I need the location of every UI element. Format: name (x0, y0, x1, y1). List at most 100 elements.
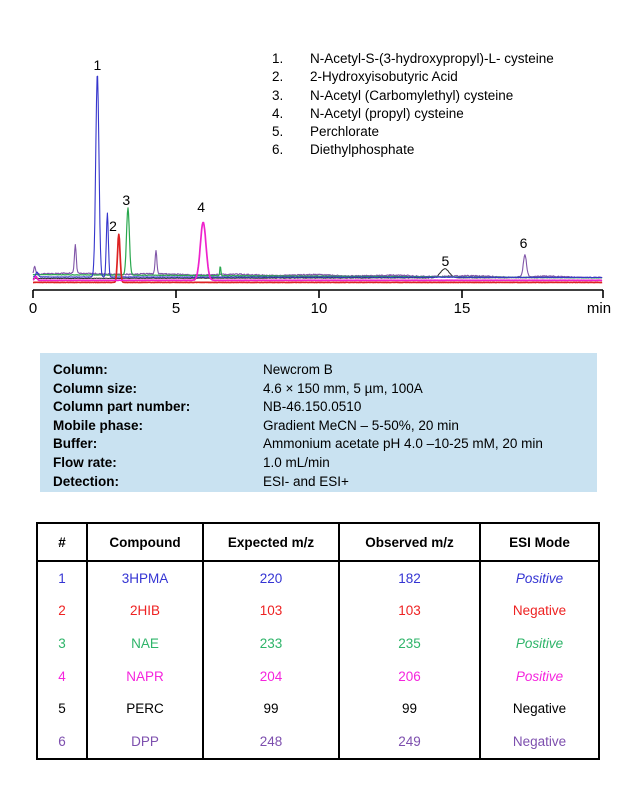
cell-peak-number: 2 (36, 594, 88, 628)
condition-row: Detection: ESI- and ESI+ (53, 473, 597, 492)
table-header-cell: ESI Mode (479, 522, 600, 562)
cell-compound: NAPR (86, 659, 204, 693)
condition-label: Buffer: (53, 436, 98, 452)
cell-observed-mz: 182 (338, 561, 481, 595)
peak-label-1: 1 (93, 57, 101, 73)
legend-item-name: Perchlorate (310, 124, 380, 140)
peak-label-6: 6 (520, 235, 528, 251)
table-row: 2 2HIB 103 103 Negative (36, 594, 600, 628)
cell-expected-mz: 204 (202, 659, 340, 693)
condition-value: 4.6 × 150 mm, 5 µm, 100A (263, 380, 423, 396)
table-row: 5 PERC 99 99 Negative (36, 692, 600, 725)
condition-value: Newcrom B (263, 362, 333, 377)
condition-label: Flow rate: (53, 454, 117, 470)
cell-compound: DPP (86, 724, 204, 760)
cell-expected-mz: 233 (202, 627, 340, 660)
condition-row: Column size: 4.6 × 150 mm, 5 µm, 100A (53, 380, 597, 399)
cell-compound: NAE (86, 627, 204, 660)
trace-3hpma (32, 75, 603, 279)
x-axis-unit-label: min (587, 300, 611, 317)
condition-row: Column: Newcrom B (53, 361, 597, 380)
cell-peak-number: 3 (36, 627, 88, 660)
cell-observed-mz: 206 (338, 659, 481, 693)
table-header-cell: Compound (86, 522, 204, 562)
x-axis-tick-label: 5 (172, 300, 180, 317)
cell-expected-mz: 248 (202, 724, 340, 760)
legend-item: 2. 2-Hydroxyisobutyric Acid (272, 68, 554, 86)
condition-value: ESI- and ESI+ (263, 473, 349, 489)
cell-observed-mz: 99 (338, 692, 481, 725)
legend-item-number: 2. (272, 69, 284, 85)
table-row: 1 3HPMA 220 182 Positive (36, 561, 600, 595)
conditions-box: Column: Newcrom B Column size: 4.6 × 150 mm… (40, 353, 597, 492)
legend-item-number: 1. (272, 51, 284, 66)
cell-observed-mz: 249 (338, 724, 481, 760)
cell-compound: PERC (86, 692, 204, 725)
legend-item-name: Diethylphosphate (310, 142, 415, 158)
condition-label: Column size: (53, 380, 138, 396)
cell-observed-mz: 235 (338, 627, 481, 660)
cell-peak-number: 6 (36, 724, 88, 760)
table-header-cell: Observed m/z (338, 522, 481, 562)
condition-label: Column part number: (53, 399, 191, 415)
table-row: 4 NAPR 204 206 Positive (36, 659, 600, 693)
condition-value: Ammonium acetate pH 4.0 –10-25 mM, 20 mi… (263, 436, 543, 452)
cell-esi-mode: Negative (479, 692, 600, 725)
condition-value: NB-46.150.0510 (263, 399, 362, 415)
condition-row: Mobile phase: Gradient MeCN – 5-50%, 20 m… (53, 417, 597, 436)
condition-label: Detection: (53, 473, 120, 489)
legend-item-name: 2-Hydroxyisobutyric Acid (310, 69, 458, 85)
x-axis-tick-label: 0 (29, 300, 37, 317)
legend-item: 4. N-Acetyl (propyl) cysteine (272, 105, 554, 123)
cell-compound: 2HIB (86, 594, 204, 628)
condition-row: Flow rate: 1.0 mL/min (53, 454, 597, 473)
peak-label-5: 5 (442, 253, 450, 269)
cell-esi-mode: Positive (479, 659, 600, 693)
peak-label-4: 4 (197, 199, 205, 215)
cell-peak-number: 4 (36, 659, 88, 693)
cell-expected-mz: 220 (202, 561, 340, 595)
peak-label-2: 2 (109, 218, 117, 234)
cell-peak-number: 5 (36, 692, 88, 725)
cell-compound: 3HPMA (86, 561, 204, 595)
cell-esi-mode: Positive (479, 561, 600, 595)
cell-esi-mode: Positive (479, 627, 600, 660)
cell-peak-number: 1 (36, 561, 88, 595)
table-header-cell: Expected m/z (202, 522, 340, 562)
condition-row: Column part number: NB-46.150.0510 (53, 398, 597, 417)
trace-2hib (32, 233, 603, 284)
cell-expected-mz: 99 (202, 692, 340, 725)
trace-napr (32, 221, 603, 282)
cell-observed-mz: 103 (338, 594, 481, 628)
table-row: 6 DPP 248 249 Negative (36, 724, 600, 760)
legend-item: 3. N-Acetyl (Carbomylethyl) cysteine (272, 87, 554, 105)
results-table: # Compound Expected m/z Observed m/z ESI Mod… (36, 522, 600, 760)
legend-item-number: 6. (272, 142, 284, 158)
legend-item-name: N-Acetyl (propyl) cysteine (310, 105, 464, 121)
legend-item: 6. Diethylphosphate (272, 141, 554, 159)
condition-row: Buffer: Ammonium acetate pH 4.0 –10-25 mM… (53, 435, 597, 454)
table-header-cell: # (36, 522, 88, 562)
legend-item-number: 3. (272, 87, 284, 103)
cell-esi-mode: Negative (479, 724, 600, 760)
legend-item-number: 4. (272, 105, 284, 121)
legend-item-name: N-Acetyl-S-(3-hydroxypropyl)-L- cysteine (310, 51, 554, 66)
x-axis-tick-label: 15 (454, 300, 471, 317)
legend-item: 1. N-Acetyl-S-(3-hydroxypropyl)-L- cystei… (272, 50, 554, 68)
condition-label: Column: (53, 362, 108, 377)
condition-value: Gradient MeCN – 5-50%, 20 min (263, 417, 459, 433)
cell-esi-mode: Negative (479, 594, 600, 628)
table-header-row: # Compound Expected m/z Observed m/z ESI Mod… (36, 522, 600, 562)
condition-label: Mobile phase: (53, 417, 144, 433)
condition-value: 1.0 mL/min (263, 454, 330, 470)
legend-item-number: 5. (272, 124, 284, 140)
legend-item: 5. Perchlorate (272, 123, 554, 141)
legend-item-name: N-Acetyl (Carbomylethyl) cysteine (310, 87, 514, 103)
table-row: 3 NAE 233 235 Positive (36, 627, 600, 660)
x-axis-tick-label: 10 (311, 300, 328, 317)
cell-expected-mz: 103 (202, 594, 340, 628)
peak-label-3: 3 (122, 192, 130, 208)
chromatogram-legend: 1. N-Acetyl-S-(3-hydroxypropyl)-L- cystei… (272, 50, 554, 160)
